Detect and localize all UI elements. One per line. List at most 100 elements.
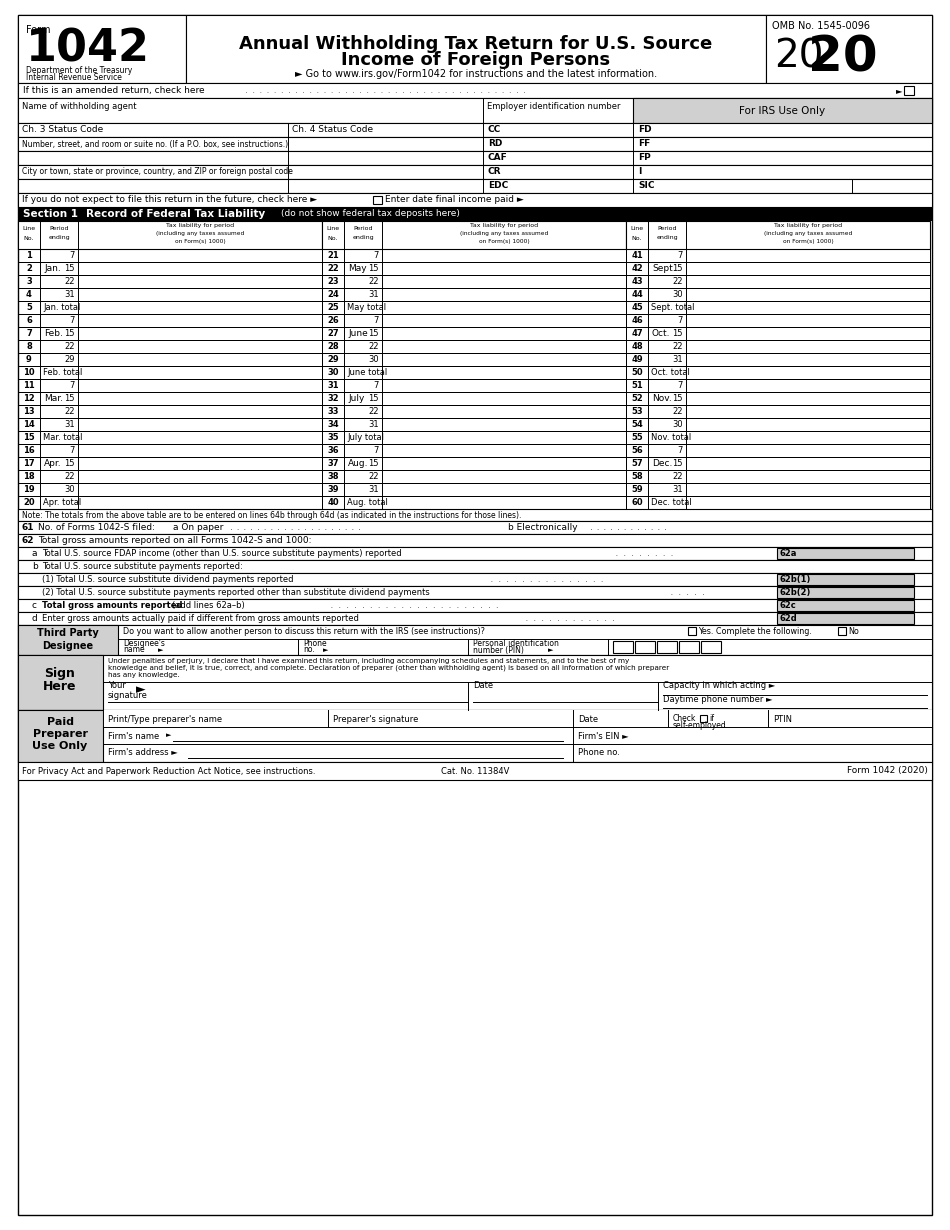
Text: 15: 15: [65, 264, 75, 273]
Text: Line: Line: [23, 226, 35, 231]
Text: Designee: Designee: [43, 641, 93, 651]
Text: 14: 14: [23, 419, 35, 429]
Text: Sept.: Sept.: [652, 264, 675, 273]
Text: 20: 20: [23, 498, 35, 507]
Text: 29: 29: [65, 355, 75, 364]
Text: on Form(s) 1000): on Form(s) 1000): [783, 240, 833, 245]
Text: name: name: [123, 646, 144, 654]
Text: d: d: [32, 614, 38, 624]
Text: ending: ending: [656, 235, 677, 241]
Bar: [635, 641, 655, 653]
Text: 12: 12: [23, 394, 35, 403]
Text: Oct.: Oct.: [652, 328, 671, 338]
Text: Period: Period: [353, 226, 372, 231]
Text: Daytime phone number ►: Daytime phone number ►: [663, 695, 772, 705]
Text: 32: 32: [327, 394, 339, 403]
Bar: [904, 86, 914, 95]
Text: ending: ending: [352, 235, 373, 241]
Text: 15: 15: [65, 394, 75, 403]
Bar: [18, 123, 932, 137]
Text: 11: 11: [23, 381, 35, 390]
Bar: [838, 627, 846, 635]
Text: 15: 15: [65, 459, 75, 467]
Text: Enter gross amounts actually paid if different from gross amounts reported: Enter gross amounts actually paid if dif…: [42, 614, 359, 624]
Text: Period: Period: [657, 226, 676, 231]
Text: 30: 30: [65, 485, 75, 494]
Text: c: c: [32, 601, 37, 610]
Bar: [18, 560, 932, 573]
Text: 61: 61: [22, 523, 34, 533]
Text: RD: RD: [488, 139, 503, 149]
Text: 7: 7: [373, 251, 379, 260]
Text: 15: 15: [369, 328, 379, 338]
Text: .  .  .  .  .  .  .  .  .  .  .  .  .  .  .: . . . . . . . . . . . . . . .: [488, 574, 606, 584]
Text: 22: 22: [369, 342, 379, 351]
Bar: [103, 710, 932, 727]
Text: FP: FP: [638, 154, 651, 162]
Bar: [18, 613, 932, 625]
Text: 9: 9: [27, 355, 32, 364]
Text: 31: 31: [369, 290, 379, 299]
Text: Ch. 3 Status Code: Ch. 3 Status Code: [22, 125, 104, 134]
Text: 34: 34: [327, 419, 339, 429]
Bar: [18, 599, 932, 613]
Text: Note: The totals from the above table are to be entered on lines 64b through 64d: Note: The totals from the above table ar…: [22, 510, 522, 519]
Text: 20: 20: [808, 33, 878, 81]
Bar: [777, 613, 914, 624]
Text: FD: FD: [638, 125, 652, 134]
Text: Check: Check: [673, 713, 696, 723]
Text: 30: 30: [673, 419, 683, 429]
Bar: [777, 600, 914, 611]
Text: 15: 15: [65, 328, 75, 338]
Text: (add lines 62a–b): (add lines 62a–b): [172, 601, 245, 610]
Bar: [18, 625, 118, 656]
Text: Total gross amounts reported: Total gross amounts reported: [42, 601, 182, 610]
Text: Form: Form: [26, 25, 50, 34]
Text: 47: 47: [631, 328, 643, 338]
Text: 62a: 62a: [779, 549, 796, 558]
Text: 7: 7: [373, 446, 379, 455]
Text: (do not show federal tax deposits here): (do not show federal tax deposits here): [281, 209, 460, 219]
Text: Designee's: Designee's: [123, 638, 165, 647]
Text: FF: FF: [638, 139, 650, 149]
Text: on Form(s) 1000): on Form(s) 1000): [175, 240, 225, 245]
Text: Third Party: Third Party: [37, 629, 99, 638]
Text: Under penalties of perjury, I declare that I have examined this return, includin: Under penalties of perjury, I declare th…: [108, 658, 629, 664]
Text: 15: 15: [673, 394, 683, 403]
Bar: [186, 15, 766, 82]
Text: PTIN: PTIN: [773, 715, 792, 724]
Text: 52: 52: [631, 394, 643, 403]
Bar: [18, 221, 322, 248]
Bar: [322, 221, 626, 248]
Text: 22: 22: [65, 342, 75, 351]
Text: .  .  .  .  .  .  .  .  .  .  .  .  .  .  .  .  .  .  .  .  .  .: . . . . . . . . . . . . . . . . . . . . …: [328, 601, 502, 610]
Text: 31: 31: [327, 381, 339, 390]
Text: Dec.: Dec.: [652, 459, 673, 467]
Text: 19: 19: [23, 485, 35, 494]
Text: ►: ►: [166, 732, 171, 738]
Text: 22: 22: [65, 472, 75, 481]
Text: Cat. No. 11384V: Cat. No. 11384V: [441, 766, 509, 775]
Text: 7: 7: [69, 446, 75, 455]
Text: 27: 27: [327, 328, 339, 338]
Text: 62b(2): 62b(2): [779, 588, 810, 597]
Text: ►: ►: [896, 86, 902, 95]
Text: Aug. total: Aug. total: [347, 498, 388, 507]
Text: .  .  .  .  .  .  .  .  .  .  .  .  .  .  .  .  .  .  .  .  .  .  .  .  .  .  . : . . . . . . . . . . . . . . . . . . . . …: [243, 86, 528, 95]
Text: No.: No.: [328, 235, 338, 241]
Text: 62: 62: [22, 536, 34, 545]
Text: 15: 15: [23, 433, 35, 442]
Text: Total U.S. source substitute payments reported:: Total U.S. source substitute payments re…: [42, 562, 243, 571]
Text: 22: 22: [327, 264, 339, 273]
Text: Aug.: Aug.: [348, 459, 369, 467]
Text: Sept. total: Sept. total: [651, 303, 694, 312]
Text: 22: 22: [673, 277, 683, 287]
Text: Mar.: Mar.: [44, 394, 63, 403]
Text: Total U.S. source FDAP income (other than U.S. source substitute payments) repor: Total U.S. source FDAP income (other tha…: [42, 549, 402, 558]
Text: 58: 58: [631, 472, 643, 481]
Bar: [18, 82, 932, 98]
Text: July total: July total: [347, 433, 384, 442]
Text: Nov. total: Nov. total: [651, 433, 692, 442]
Text: Your: Your: [108, 681, 125, 690]
Text: 7: 7: [677, 446, 683, 455]
